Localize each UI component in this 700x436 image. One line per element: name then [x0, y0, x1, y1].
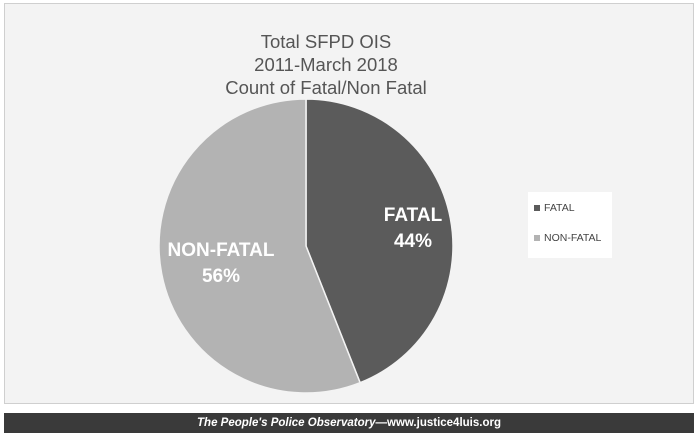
footer-separator: — [375, 417, 388, 429]
footer-banner: The People's Police Observatory—www.just… [4, 413, 694, 433]
legend-swatch-fatal [534, 205, 540, 211]
legend-item-fatal: FATAL [534, 201, 575, 215]
chart-title-line-3: Count of Fatal/Non Fatal [225, 77, 427, 98]
slice-value-fatal: 44% [394, 231, 432, 252]
slice-label-non-fatal: NON-FATAL [168, 240, 275, 261]
chart-legend: FATAL NON-FATAL [528, 192, 612, 258]
footer-website: www.justice4luis.org [387, 417, 501, 429]
chart-title-line-1: Total SFPD OIS [260, 31, 392, 52]
chart-title-line-2: 2011-March 2018 [254, 54, 398, 75]
legend-item-non-fatal: NON-FATAL [534, 231, 601, 245]
slice-value-non-fatal: 56% [202, 266, 240, 287]
legend-label-fatal: FATAL [544, 202, 575, 214]
legend-label-non-fatal: NON-FATAL [544, 232, 602, 244]
legend-swatch-non-fatal [534, 235, 540, 241]
pie-slice-fatal [305, 98, 454, 384]
slice-label-fatal: FATAL [384, 205, 443, 226]
pie-slice-non-fatal [158, 98, 362, 394]
footer-publication: The People's Police Observatory [197, 417, 376, 429]
